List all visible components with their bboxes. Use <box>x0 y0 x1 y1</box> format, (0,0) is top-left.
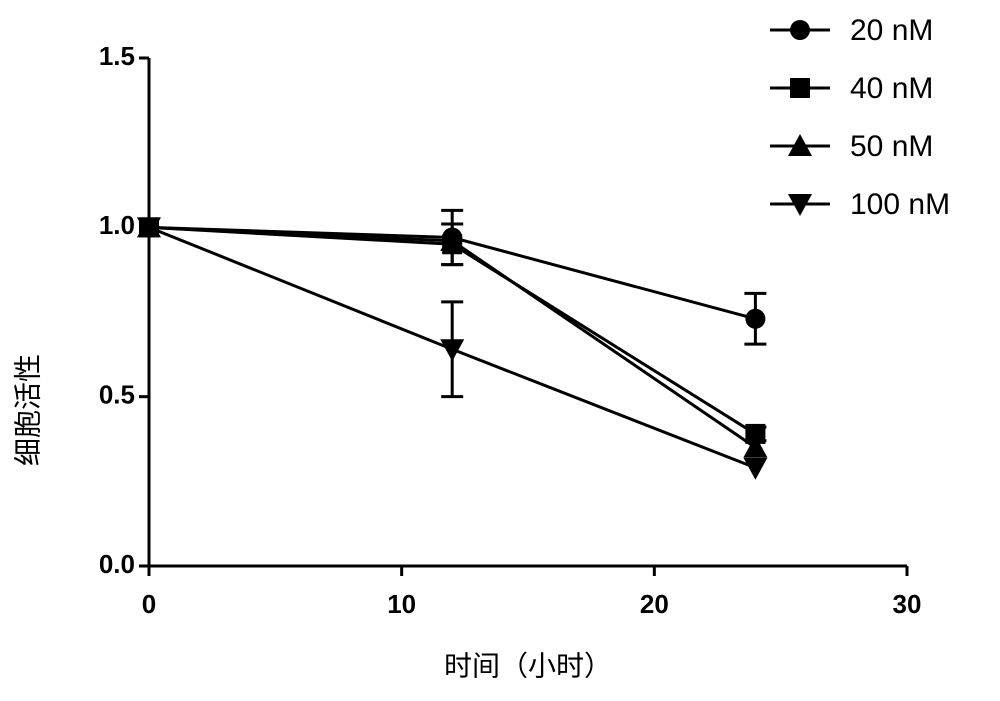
y-tick-label: 1.5 <box>99 41 135 71</box>
legend-marker <box>788 194 812 216</box>
data-point <box>440 339 465 362</box>
x-tick-label: 10 <box>387 589 416 619</box>
legend-marker <box>788 134 812 156</box>
data-point <box>745 308 766 329</box>
x-tick-label: 30 <box>893 589 922 619</box>
y-axis-label: 细胞活性 <box>12 354 43 466</box>
y-tick-label: 1.0 <box>99 210 135 240</box>
x-axis-label: 时间（小时） <box>444 650 612 681</box>
data-point <box>743 435 768 458</box>
data-point <box>137 217 161 240</box>
legend-marker <box>790 78 810 98</box>
y-tick-label: 0.5 <box>99 380 135 410</box>
data-point <box>745 423 766 444</box>
legend-label: 40 nM <box>850 72 933 105</box>
legend-label: 100 nM <box>850 188 950 221</box>
y-tick-label: 0.0 <box>99 549 135 579</box>
data-point <box>743 457 768 480</box>
x-tick-label: 20 <box>640 589 669 619</box>
legend-marker <box>790 20 810 40</box>
legend-label: 20 nM <box>850 14 933 47</box>
x-tick-label: 0 <box>142 589 156 619</box>
data-point <box>440 228 465 251</box>
legend-label: 50 nM <box>850 130 933 163</box>
